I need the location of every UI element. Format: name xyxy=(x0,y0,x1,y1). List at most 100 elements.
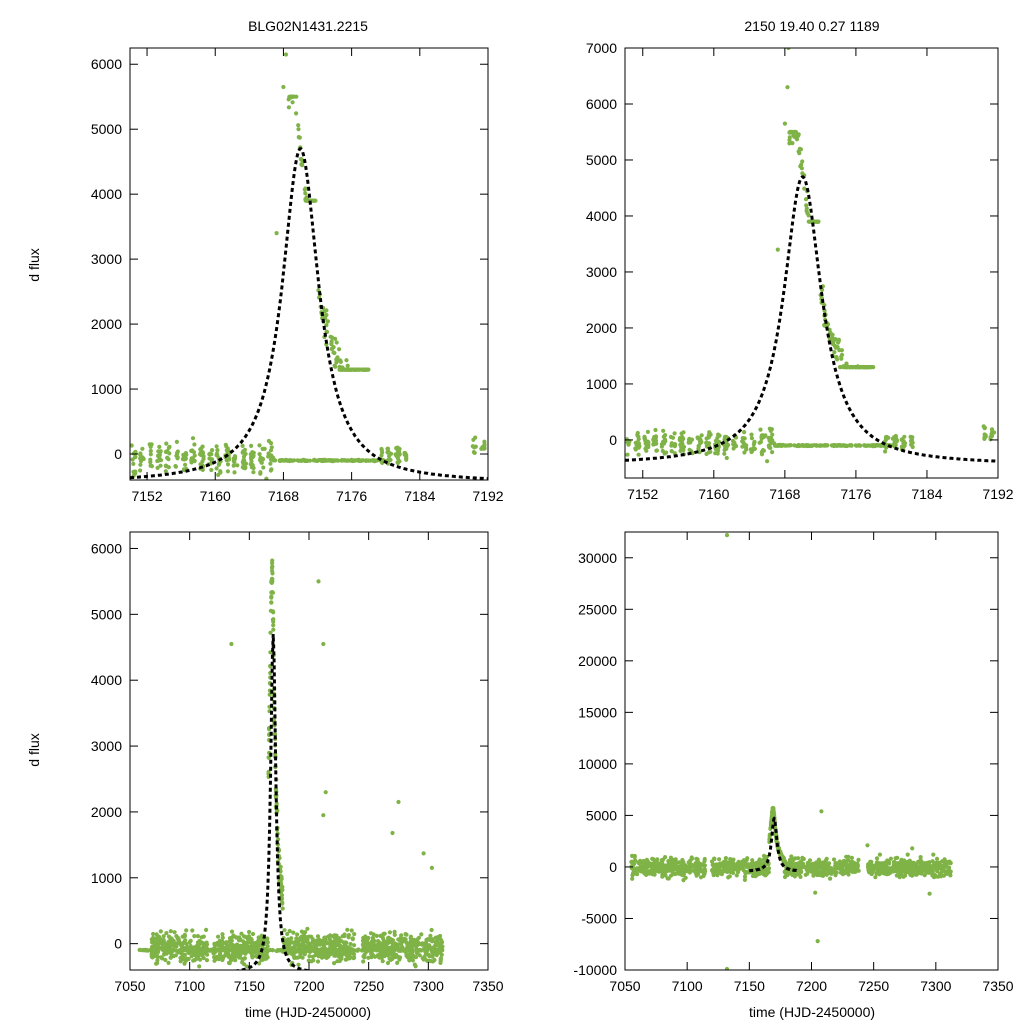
data-point xyxy=(775,247,780,252)
data-point xyxy=(174,934,179,939)
plot-frame xyxy=(624,47,999,479)
y-tick-label: 4000 xyxy=(91,186,122,202)
data-point xyxy=(300,458,306,463)
data-point xyxy=(369,939,375,944)
data-point xyxy=(351,956,356,961)
data-point xyxy=(717,433,722,438)
x-tick-label: 7184 xyxy=(404,488,435,504)
data-point xyxy=(417,947,423,953)
data-point xyxy=(668,873,674,878)
data-point xyxy=(416,941,421,946)
data-point xyxy=(693,861,698,866)
data-point xyxy=(733,444,739,449)
data-point xyxy=(249,948,254,953)
data-point xyxy=(941,865,947,870)
data-point xyxy=(229,935,234,940)
data-point xyxy=(668,434,674,440)
data-point xyxy=(231,463,236,468)
data-point xyxy=(161,948,167,953)
data-point xyxy=(344,358,349,363)
data-point xyxy=(883,868,888,874)
data-point xyxy=(849,862,855,867)
data-point xyxy=(865,843,870,848)
data-point xyxy=(647,869,652,874)
y-tick-label: 0 xyxy=(114,936,122,952)
data-point xyxy=(742,430,747,435)
x-tick-label: 7100 xyxy=(672,978,703,994)
data-point xyxy=(930,859,935,864)
data-point xyxy=(268,630,273,635)
data-point xyxy=(415,937,420,942)
data-point xyxy=(746,865,751,870)
data-point xyxy=(642,871,647,876)
data-point xyxy=(926,869,931,874)
data-point xyxy=(697,436,702,441)
y-tick-label: 6000 xyxy=(91,56,122,72)
data-point xyxy=(331,350,336,355)
data-point xyxy=(365,948,370,953)
data-point xyxy=(197,964,202,969)
data-point xyxy=(440,948,445,953)
y-tick-label: 15000 xyxy=(578,704,617,720)
data-point xyxy=(887,869,892,874)
data-point xyxy=(666,862,671,867)
data-point xyxy=(642,435,647,441)
data-point xyxy=(667,868,672,873)
x-tick-label: 7176 xyxy=(840,486,871,502)
data-point xyxy=(249,443,254,448)
data-point xyxy=(740,439,745,444)
data-point xyxy=(269,600,274,605)
data-point xyxy=(672,872,677,877)
data-point xyxy=(199,446,204,451)
data-point xyxy=(319,457,324,463)
data-point xyxy=(636,452,641,457)
data-point xyxy=(270,617,275,622)
data-point xyxy=(832,350,837,355)
data-point xyxy=(240,450,245,455)
data-point xyxy=(374,948,379,953)
data-point xyxy=(269,594,274,599)
data-point xyxy=(800,171,805,176)
x-tick-label: 7168 xyxy=(268,488,299,504)
data-point xyxy=(821,861,827,867)
data-point xyxy=(174,948,179,953)
data-point xyxy=(633,447,638,452)
data-point xyxy=(332,363,337,368)
data-point xyxy=(163,957,168,963)
data-point xyxy=(724,533,730,538)
x-tick-label: 7050 xyxy=(114,978,145,994)
data-point xyxy=(734,873,739,878)
data-point xyxy=(300,938,305,943)
data-point xyxy=(282,941,287,946)
data-point xyxy=(276,837,281,842)
data-point xyxy=(392,929,397,934)
data-point xyxy=(438,957,443,962)
data-point xyxy=(198,957,203,962)
data-point xyxy=(849,443,854,448)
data-point xyxy=(901,441,906,446)
data-point xyxy=(302,943,307,948)
data-point xyxy=(844,854,849,859)
data-point xyxy=(280,458,285,463)
data-point xyxy=(690,863,695,869)
data-point xyxy=(149,940,155,945)
data-point xyxy=(849,855,855,861)
data-point xyxy=(214,444,219,449)
data-point xyxy=(238,952,243,957)
data-point xyxy=(131,451,136,456)
data-point xyxy=(686,437,692,442)
data-point xyxy=(815,939,820,944)
y-tick-label: 3000 xyxy=(91,738,122,754)
data-point xyxy=(856,443,861,448)
data-point xyxy=(269,467,274,472)
data-point xyxy=(868,859,873,865)
y-tick-label: 2000 xyxy=(586,320,617,336)
data-point xyxy=(332,961,337,966)
data-point xyxy=(357,367,362,372)
data-point xyxy=(227,456,232,461)
data-point xyxy=(654,448,659,453)
data-point xyxy=(189,456,194,461)
data-point xyxy=(643,867,648,872)
data-point xyxy=(245,943,250,949)
data-point xyxy=(812,872,817,877)
